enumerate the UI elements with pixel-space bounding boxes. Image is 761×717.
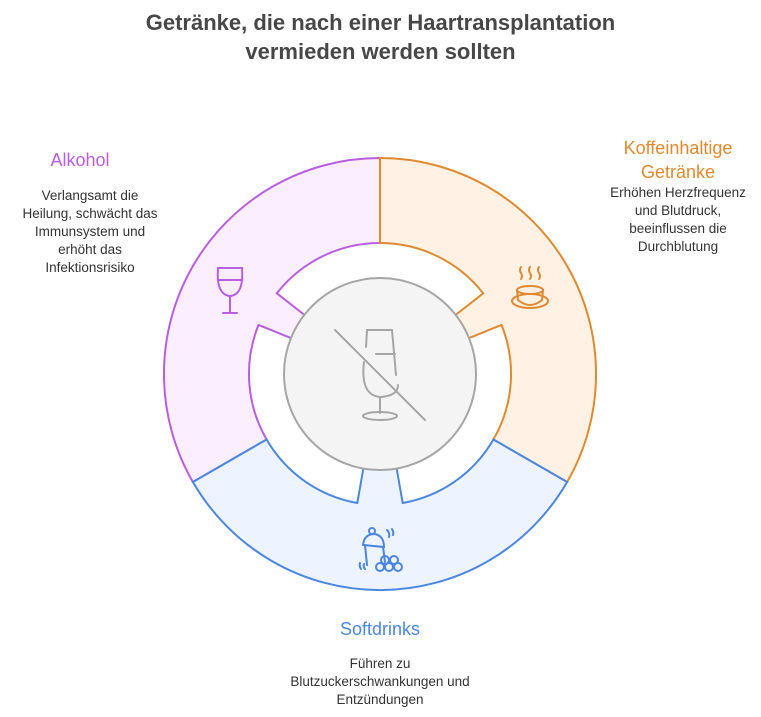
desc-softdrinks: Führen zu Blutzuckerschwankungen und Ent…: [290, 656, 470, 707]
label-softdrinks: Softdrinks: [339, 619, 421, 639]
page-title: Getränke, die nach einer Haartransplanta…: [145, 10, 616, 64]
label-koffein: Koffeinhaltige Getränke: [623, 138, 733, 182]
wine-glass-icon: [216, 267, 244, 314]
no-drinks-icon: [334, 329, 426, 421]
segment-softdrinks[interactable]: [191, 438, 569, 591]
desc-koffein: Erhöhen Herzfrequenz und Blutdruck, beei…: [610, 185, 746, 254]
label-alkohol: Alkohol: [50, 150, 110, 170]
coffee-cup-icon: [511, 266, 549, 309]
desc-alkohol: Verlangsamt die Heilung, schwächt das Im…: [22, 188, 158, 275]
shaker-icon: [358, 527, 403, 572]
